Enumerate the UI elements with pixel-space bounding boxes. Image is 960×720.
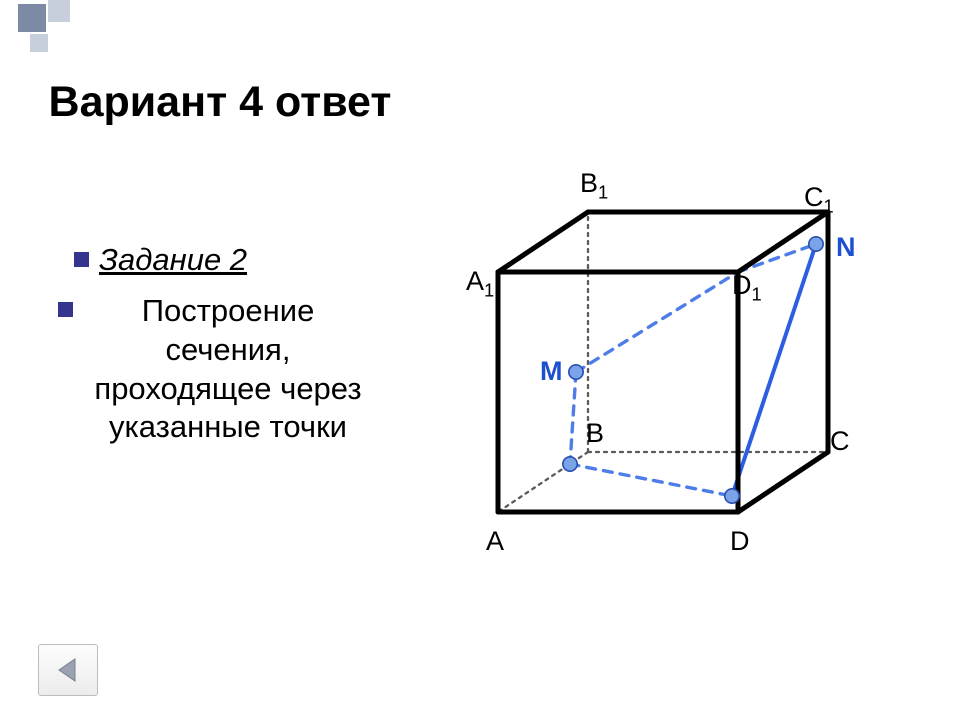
vertex-label: A <box>486 526 504 557</box>
vertex-label: A1 <box>466 266 494 301</box>
slide-page: Вариант 4 ответ Задание 2 Построение сеч… <box>0 0 960 720</box>
task-description: Построение сечения, проходящее через ука… <box>83 292 373 447</box>
decor-square-icon <box>30 34 48 52</box>
nav-back-button[interactable] <box>38 644 98 696</box>
vertex-label: B <box>586 418 604 449</box>
vertex-label: B1 <box>580 168 608 203</box>
decor-square-icon <box>18 4 46 32</box>
task-desc-row: Построение сечения, проходящее через ука… <box>58 292 373 447</box>
vertex-label: C <box>830 426 850 457</box>
bullet-icon <box>58 302 73 317</box>
decor-square-icon <box>48 0 70 22</box>
cube-diagram: A D B C A1 D1 B1 C1 M N <box>440 150 880 570</box>
vertex-label: D <box>730 526 750 557</box>
bullet-icon <box>74 252 89 267</box>
vertex-label: N <box>836 232 856 263</box>
vertex-label: C1 <box>804 182 834 217</box>
vertex-label: M <box>540 356 563 387</box>
slide-title: Вариант 4 ответ <box>40 78 400 127</box>
back-arrow-icon <box>53 655 83 685</box>
task-label: Задание 2 <box>99 242 247 278</box>
vertex-label: D1 <box>732 270 762 305</box>
task-label-row: Задание 2 <box>74 242 247 278</box>
